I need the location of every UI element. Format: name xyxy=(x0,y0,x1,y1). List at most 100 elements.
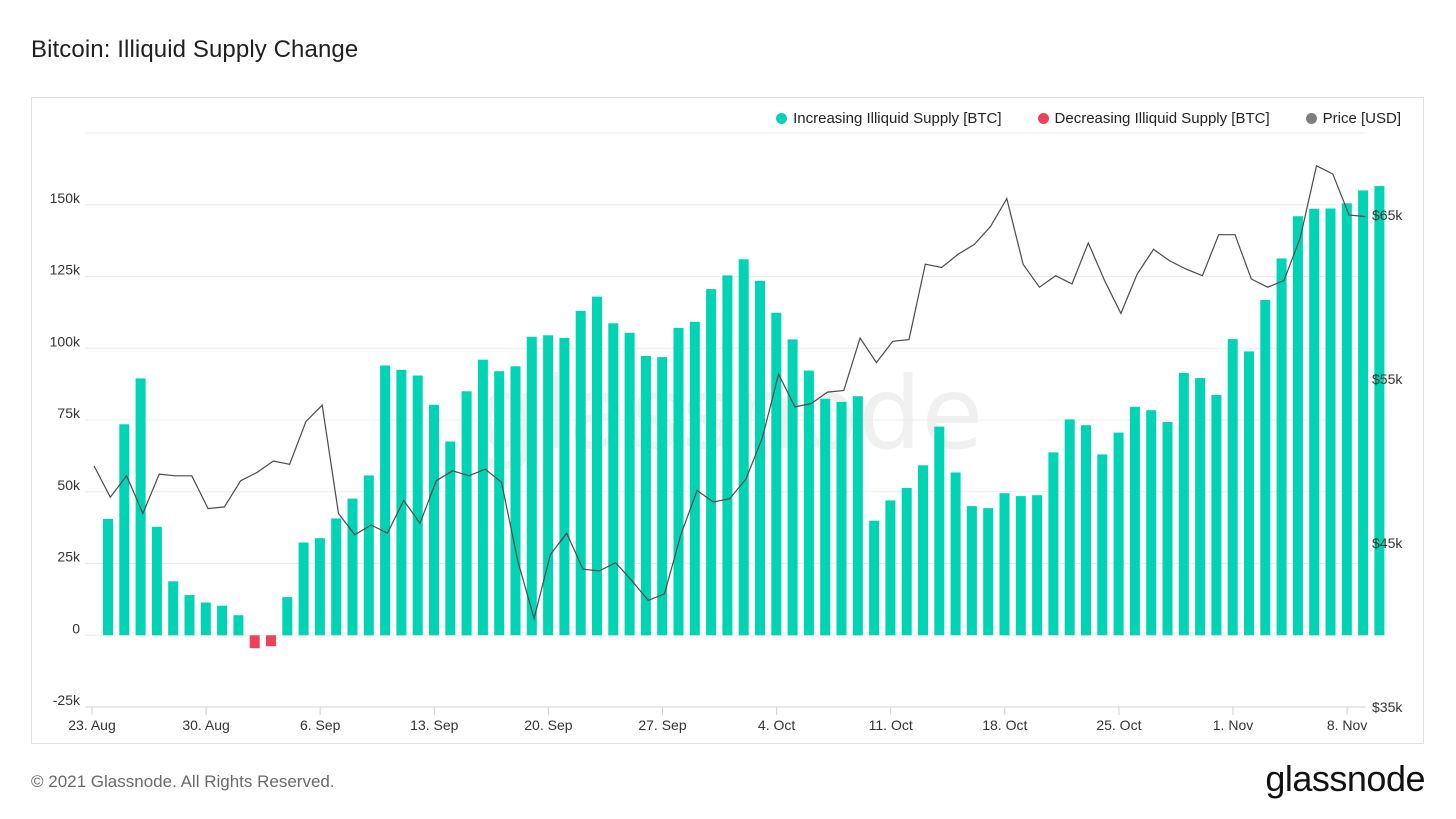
bar-decreasing xyxy=(266,635,276,647)
bar-increasing xyxy=(1292,216,1303,636)
legend-label-increasing: Increasing Illiquid Supply [BTC] xyxy=(793,110,1002,127)
bar-increasing xyxy=(673,327,684,636)
bar-increasing xyxy=(640,356,651,636)
bar-increasing xyxy=(298,542,309,636)
x-tick-label: 6. Sep xyxy=(300,717,341,733)
bar-increasing xyxy=(200,602,211,636)
x-tick-label: 20. Sep xyxy=(524,717,572,733)
bar-increasing xyxy=(282,597,293,636)
legend-item-price[interactable]: Price [USD] xyxy=(1305,110,1401,127)
bar-increasing xyxy=(217,605,228,636)
bar-increasing xyxy=(1178,372,1189,636)
bar-increasing xyxy=(184,595,195,636)
bar-increasing xyxy=(820,398,831,636)
bar-increasing xyxy=(168,581,179,636)
x-tick-label: 4. Oct xyxy=(758,717,795,733)
bar-increasing xyxy=(1162,422,1173,636)
bar-increasing xyxy=(1244,351,1254,636)
x-tick-label: 25. Oct xyxy=(1096,717,1141,733)
x-tick-label: 30. Aug xyxy=(182,717,230,733)
bar-increasing xyxy=(494,371,505,636)
bar-increasing xyxy=(1358,190,1369,636)
bar-increasing xyxy=(624,332,635,636)
bar-increasing xyxy=(314,538,325,636)
bar-increasing xyxy=(738,259,749,636)
bar-increasing xyxy=(526,336,537,636)
price-line xyxy=(93,164,1366,621)
x-tick-label: 13. Sep xyxy=(410,717,458,733)
x-tick-label: 23. Aug xyxy=(68,717,116,733)
glassnode-logo[interactable]: glassnode xyxy=(1265,758,1425,799)
bar-decreasing xyxy=(249,635,260,649)
y-left-tick-label: 25k xyxy=(57,549,81,565)
bar-increasing xyxy=(1195,378,1206,636)
y-left-tick-label: 75k xyxy=(57,405,81,421)
bar-increasing xyxy=(983,508,994,636)
bar-increasing xyxy=(771,312,782,636)
y-right-tick-label: $45k xyxy=(1372,535,1403,551)
bar-increasing xyxy=(1113,432,1124,636)
y-left-tick-label: 0 xyxy=(72,620,80,636)
x-tick-label: 11. Oct xyxy=(869,717,913,733)
bar-increasing xyxy=(1097,454,1108,636)
bar-increasing xyxy=(934,426,945,636)
bar-increasing xyxy=(429,404,439,636)
bar-increasing xyxy=(836,401,847,636)
y-right-tick-label: $55k xyxy=(1372,371,1403,387)
bar-increasing xyxy=(950,472,961,636)
bar-increasing xyxy=(575,310,586,636)
legend-dot-price xyxy=(1305,113,1317,124)
bar-increasing xyxy=(869,520,880,636)
bar-increasing xyxy=(755,280,765,636)
bar-increasing xyxy=(1374,186,1385,636)
bar-increasing xyxy=(461,391,472,636)
chart-title: Bitcoin: Illiquid Supply Change xyxy=(31,36,359,63)
chart-frame xyxy=(31,97,1424,744)
legend-item-increasing[interactable]: Increasing Illiquid Supply [BTC] xyxy=(776,110,1002,127)
bar-increasing xyxy=(1227,339,1238,636)
bar-increasing xyxy=(592,296,602,636)
bar-increasing xyxy=(803,370,814,636)
y-left-tick-label: -25k xyxy=(53,692,81,708)
bar-increasing xyxy=(1341,203,1352,636)
legend-item-decreasing[interactable]: Decreasing Illiquid Supply [BTC] xyxy=(1037,110,1270,127)
legend-label-price: Price [USD] xyxy=(1322,110,1401,127)
bar-increasing xyxy=(412,375,423,636)
bar-increasing xyxy=(1032,495,1043,636)
bar-increasing xyxy=(445,441,456,636)
bar-increasing xyxy=(1129,406,1140,636)
bar-increasing xyxy=(885,500,896,636)
bar-increasing xyxy=(396,369,407,636)
legend-dot-decreasing xyxy=(1037,113,1049,124)
bar-increasing xyxy=(510,366,521,636)
bar-increasing xyxy=(477,359,488,636)
y-left-tick-label: 50k xyxy=(57,477,81,493)
bar-increasing xyxy=(233,615,244,636)
y-left-tick-label: 125k xyxy=(50,262,81,278)
bar-increasing xyxy=(1276,258,1287,636)
x-tick-label: 8. Nov xyxy=(1327,717,1367,733)
bar-increasing xyxy=(347,498,358,636)
bar-increasing xyxy=(151,526,162,636)
legend-label-decreasing: Decreasing Illiquid Supply [BTC] xyxy=(1054,110,1270,127)
bar-increasing xyxy=(1064,419,1075,636)
bar-increasing xyxy=(380,365,391,636)
bar-increasing xyxy=(1146,410,1157,636)
y-left-tick-label: 150k xyxy=(50,190,81,206)
y-left-tick-label: 100k xyxy=(50,333,81,349)
bar-increasing xyxy=(966,506,977,636)
legend-dot-increasing xyxy=(776,113,788,124)
bar-increasing xyxy=(901,488,912,636)
x-tick-label: 27. Sep xyxy=(638,717,686,733)
x-tick-label: 18. Oct xyxy=(982,717,1027,733)
bar-increasing xyxy=(103,519,113,636)
bar-increasing xyxy=(363,475,374,636)
y-right-tick-label: $65k xyxy=(1372,207,1403,223)
bar-increasing xyxy=(1325,208,1336,636)
bar-increasing xyxy=(559,337,570,636)
bar-increasing xyxy=(1081,425,1091,636)
bar-increasing xyxy=(1015,496,1026,636)
bar-increasing xyxy=(657,357,668,636)
bar-increasing xyxy=(608,323,619,636)
